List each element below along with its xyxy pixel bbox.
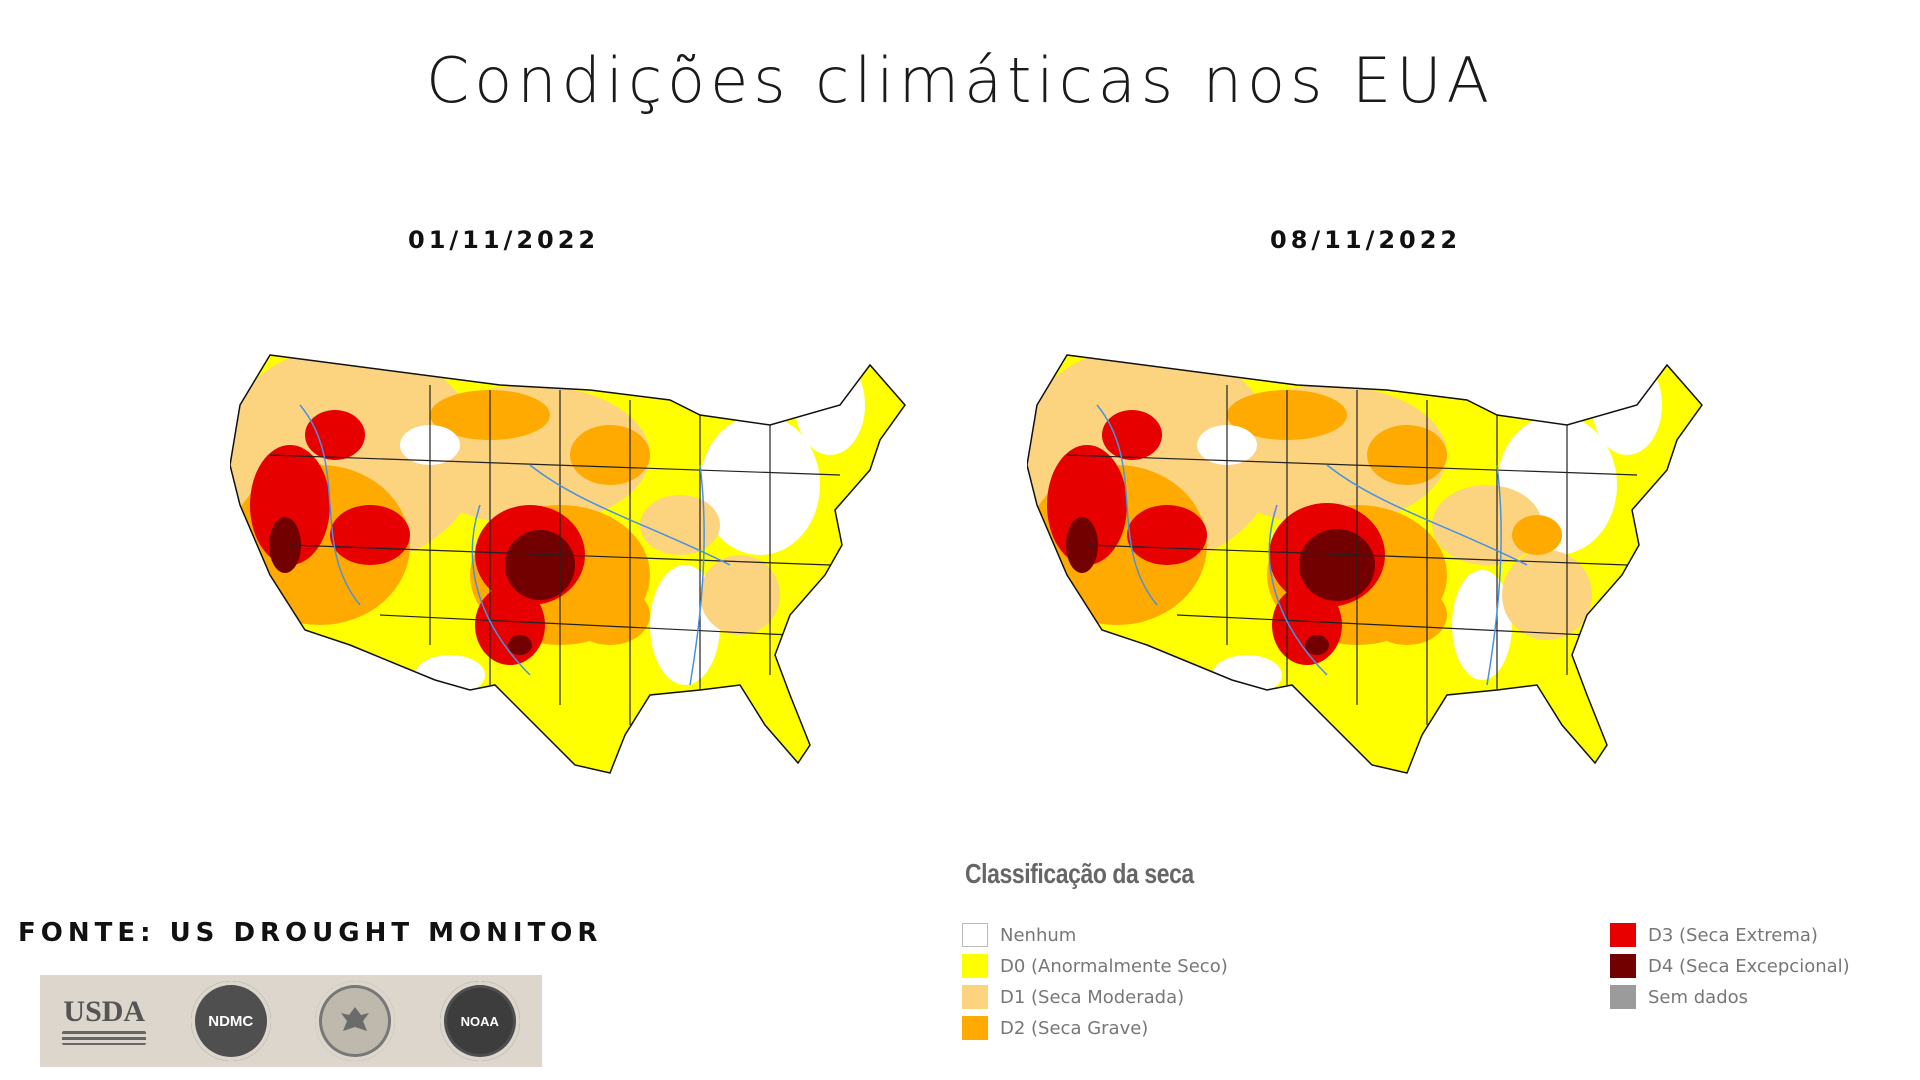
drought-map-left [230, 345, 940, 795]
us-drought-map-right [1027, 354, 1703, 774]
usda-logo: USDA [62, 995, 147, 1045]
commerce-seal-logo [315, 981, 396, 1061]
legend-item-none: Nenhum [962, 922, 1076, 948]
legend-swatch [1610, 923, 1636, 947]
usda-stripes-icon [62, 1031, 147, 1045]
map-date-left: 01/11/2022 [408, 226, 600, 254]
logo-strip: USDA NDMC NOAA [40, 975, 542, 1067]
legend-label: Sem dados [1648, 986, 1749, 1008]
legend-label: D2 (Seca Grave) [1000, 1017, 1149, 1039]
legend-label: D3 (Seca Extrema) [1648, 924, 1818, 946]
us-drought-map-left [230, 354, 906, 774]
legend-item-no-data: Sem dados [1610, 984, 1748, 1010]
legend-label: Nenhum [1000, 924, 1077, 946]
usda-logo-text: USDA [63, 995, 146, 1028]
drought-map-right [1027, 345, 1737, 795]
legend-title: Classificação da seca [965, 858, 1194, 889]
legend-item-d3: D3 (Seca Extrema) [1610, 922, 1818, 948]
legend-swatch [962, 1016, 988, 1040]
legend-swatch [962, 954, 988, 978]
noaa-logo-text: NOAA [460, 1013, 499, 1029]
legend-swatch [962, 923, 988, 947]
source-label: FONTE: US DROUGHT MONITOR [18, 918, 603, 948]
legend-label: D1 (Seca Moderada) [1000, 986, 1185, 1008]
legend-label: D4 (Seca Excepcional) [1648, 955, 1850, 977]
legend-swatch [962, 985, 988, 1009]
ndmc-logo-text: NDMC [208, 1012, 254, 1030]
legend-item-d1: D1 (Seca Moderada) [962, 984, 1184, 1010]
legend-swatch [1610, 954, 1636, 978]
legend-item-d2: D2 (Seca Grave) [962, 1015, 1148, 1041]
legend-swatch [1610, 985, 1636, 1009]
legend-item-d0: D0 (Anormalmente Seco) [962, 953, 1228, 979]
map-date-right: 08/11/2022 [1270, 226, 1462, 254]
page-title: Condições climáticas nos EUA [425, 44, 1495, 117]
ndmc-logo: NDMC [190, 981, 271, 1061]
eagle-icon [341, 1007, 370, 1031]
legend-item-d4: D4 (Seca Excepcional) [1610, 953, 1850, 979]
legend-label: D0 (Anormalmente Seco) [1000, 955, 1228, 977]
noaa-logo: NOAA [439, 981, 520, 1061]
